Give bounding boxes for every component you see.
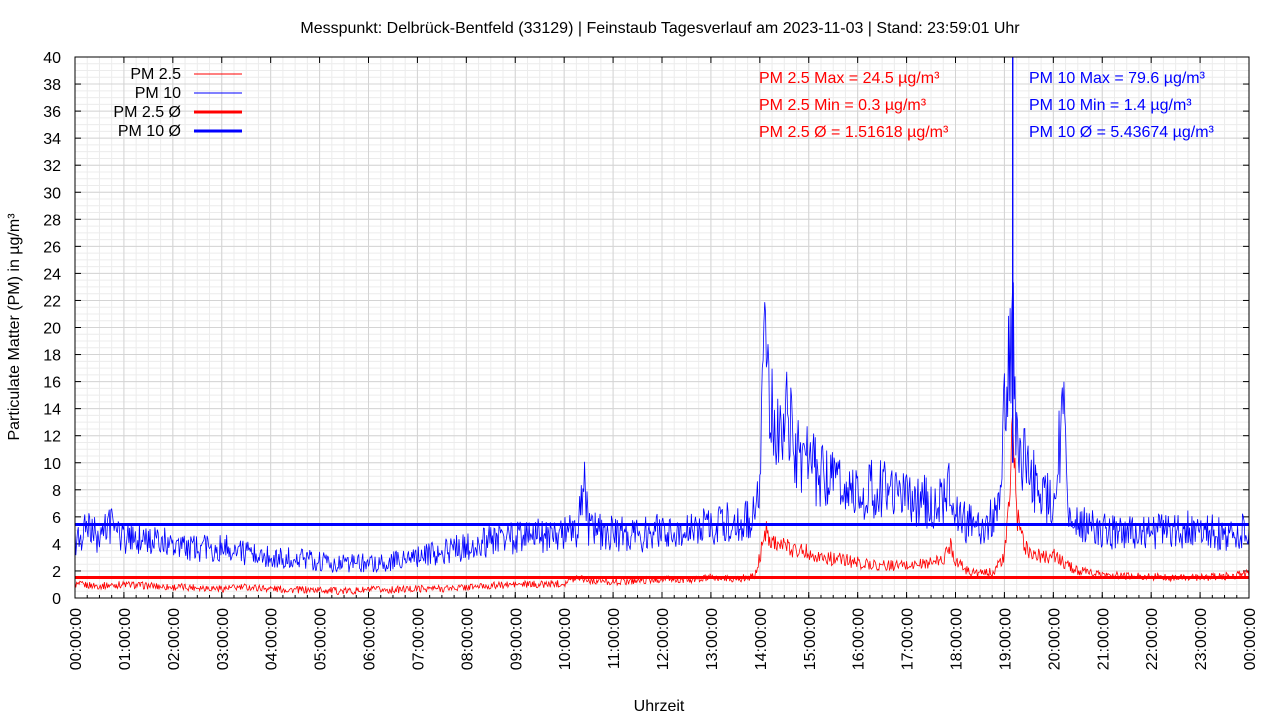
- plot-frame: [74, 56, 1250, 599]
- y-tick-label: 0: [52, 591, 61, 608]
- y-tick-label: 38: [43, 77, 61, 94]
- average-lines: [75, 522, 1249, 579]
- x-tick-label: 02:00:00: [166, 608, 183, 670]
- y-tick-label: 26: [43, 239, 61, 256]
- y-tick-label: 16: [43, 375, 61, 392]
- x-tick-label: 07:00:00: [410, 608, 427, 670]
- x-tick-label: 21:00:00: [1095, 608, 1112, 670]
- x-tick-label: 09:00:00: [508, 608, 525, 670]
- y-tick-label: 8: [52, 483, 61, 500]
- y-tick-label: 36: [43, 104, 61, 121]
- legend-label-pm10: PM 10: [135, 85, 181, 102]
- x-tick-label: 03:00:00: [215, 608, 232, 670]
- pm25-max-annotation: PM 2.5 Max = 24.5 µg/m³: [759, 70, 940, 87]
- x-tick-label: 19:00:00: [997, 608, 1014, 670]
- y-tick-label: 40: [43, 50, 61, 67]
- y-tick-label: 6: [52, 510, 61, 527]
- legend: PM 2.5 PM 10 PM 2.5 Ø PM 10 Ø: [113, 66, 242, 140]
- x-tick-label: 05:00:00: [313, 608, 330, 670]
- y-tick-label: 32: [43, 158, 61, 175]
- pm25-min-annotation: PM 2.5 Min = 0.3 µg/m³: [759, 97, 927, 114]
- pm25-avg-annotation: PM 2.5 Ø = 1.51618 µg/m³: [759, 124, 949, 141]
- y-tick-label: 30: [43, 185, 61, 202]
- x-tick-label: 10:00:00: [557, 608, 574, 670]
- y-tick-label: 28: [43, 212, 61, 229]
- y-tick-label: 20: [43, 321, 61, 338]
- x-tick-label: 15:00:00: [802, 608, 819, 670]
- y-tick-label: 4: [52, 537, 61, 554]
- y-tick-label: 18: [43, 348, 61, 365]
- statistics-annotations: PM 2.5 Max = 24.5 µg/m³ PM 2.5 Min = 0.3…: [759, 70, 1215, 141]
- x-tick-label: 00:00:00: [1242, 608, 1259, 670]
- x-tick-label: 20:00:00: [1046, 608, 1063, 670]
- x-tick-label: 13:00:00: [704, 608, 721, 670]
- chart-title: Messpunkt: Delbrück-Bentfeld (33129) | F…: [300, 20, 1020, 37]
- y-tick-label: 2: [52, 564, 61, 581]
- y-tick-label: 24: [43, 266, 61, 283]
- x-tick-label: 04:00:00: [264, 608, 281, 670]
- x-tick-label: 06:00:00: [362, 608, 379, 670]
- y-axis-label: Particulate Matter (PM) in µg/m³: [6, 213, 23, 441]
- legend-label-pm10-avg: PM 10 Ø: [118, 123, 181, 140]
- series-line: [74, 282, 1250, 574]
- legend-label-pm25: PM 2.5: [130, 66, 181, 83]
- x-tick-label: 01:00:00: [117, 608, 134, 670]
- y-tick-label: 14: [43, 402, 61, 419]
- x-tick-label: 17:00:00: [900, 608, 917, 670]
- x-tick-label: 16:00:00: [851, 608, 868, 670]
- y-tick-label: 22: [43, 293, 61, 310]
- x-tick-label: 00:00:00: [68, 608, 85, 670]
- x-tick-label: 11:00:00: [606, 608, 623, 669]
- pm10-avg-annotation: PM 10 Ø = 5.43674 µg/m³: [1029, 124, 1215, 141]
- x-tick-label: 12:00:00: [655, 608, 672, 670]
- x-tick-label: 08:00:00: [459, 608, 476, 670]
- axes: 024681012141618202224262830323436384000:…: [43, 50, 1259, 670]
- x-tick-label: 23:00:00: [1193, 608, 1210, 670]
- x-tick-label: 18:00:00: [949, 608, 966, 670]
- y-tick-label: 34: [43, 131, 61, 148]
- y-tick-label: 10: [43, 456, 61, 473]
- x-tick-label: 14:00:00: [753, 608, 770, 670]
- x-axis-label: Uhrzeit: [634, 698, 685, 715]
- y-tick-label: 12: [43, 429, 61, 446]
- pm10-max-annotation: PM 10 Max = 79.6 µg/m³: [1029, 70, 1206, 87]
- pm10-min-annotation: PM 10 Min = 1.4 µg/m³: [1029, 97, 1192, 114]
- x-tick-label: 22:00:00: [1144, 608, 1161, 670]
- legend-label-pm25-avg: PM 2.5 Ø: [113, 104, 181, 121]
